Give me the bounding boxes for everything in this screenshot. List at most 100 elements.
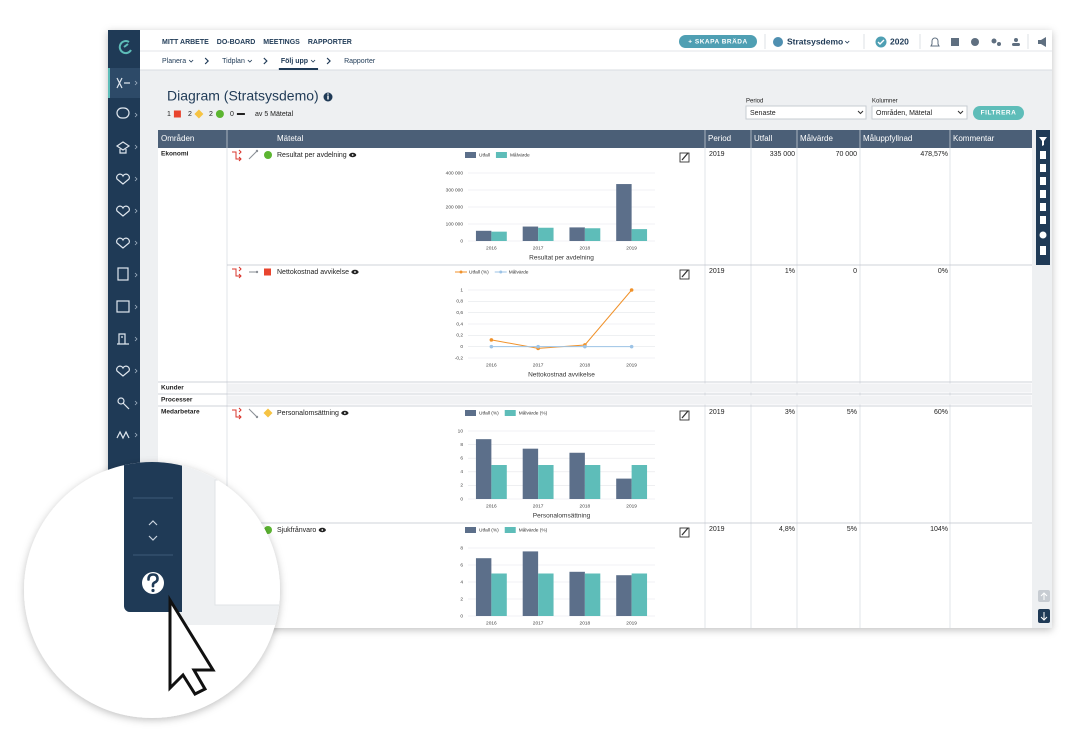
filter-value[interactable]: Senaste [750, 110, 776, 117]
year-badge[interactable] [875, 36, 887, 48]
column-header[interactable]: Period [708, 134, 731, 143]
filter-button[interactable] [973, 106, 1024, 120]
legend-label: Målvärde [509, 268, 529, 275]
year[interactable]: 2020 [890, 36, 909, 46]
y-tick-label: 0,2 [456, 333, 463, 339]
table-body [158, 148, 1032, 628]
nav-link[interactable]: RAPPORTER [308, 39, 352, 46]
nav-link[interactable]: DO-BOARD [217, 39, 256, 46]
point [536, 344, 540, 349]
maluppfyllnad: 60% [934, 409, 948, 416]
column-header[interactable]: Målvärde [800, 134, 833, 143]
bar [569, 571, 585, 616]
column-header[interactable]: Utfall [754, 134, 772, 143]
metric-name[interactable]: Personalomsättning [277, 410, 339, 417]
export-icons[interactable] [1039, 137, 1047, 255]
metric-name[interactable]: Resultat per avdelning [277, 152, 347, 159]
hierarchy-icon [232, 149, 242, 162]
utfall: 4,8% [779, 526, 795, 533]
toolbar-icons[interactable] [930, 37, 1046, 47]
y-tick-label: 0 [460, 613, 463, 619]
zoomed-chevrons[interactable] [148, 520, 158, 541]
edit-icon-pen [681, 410, 689, 419]
edit-icon[interactable] [679, 269, 690, 280]
bar [491, 465, 507, 499]
metric-name[interactable]: Sjukfrånvaro [277, 526, 316, 534]
y-tick-label: 200 000 [446, 204, 464, 210]
x-tick-label: 2016 [486, 620, 497, 626]
x-tick-label: 2019 [626, 245, 637, 251]
breadcrumb-link[interactable]: Följ upp [281, 58, 308, 65]
breadcrumb-separator [204, 57, 209, 65]
column-header[interactable]: Måluppfyllnad [863, 134, 912, 143]
bar [584, 573, 601, 616]
bar [475, 439, 492, 499]
period: 2019 [709, 409, 725, 416]
logo[interactable] [118, 40, 132, 55]
area-row [227, 395, 1032, 405]
bar [522, 551, 539, 616]
period-select[interactable] [745, 105, 867, 120]
organisation-name[interactable]: Stratsysdemo [787, 36, 843, 46]
y-tick-label: 2 [460, 483, 463, 489]
breadcrumb-link[interactable]: Planera [162, 58, 186, 65]
y-tick-label: 10 [458, 428, 464, 434]
nav-link[interactable]: MITT ARBETE [162, 39, 209, 46]
edit-icon[interactable] [679, 527, 690, 538]
columns-select[interactable] [871, 105, 968, 120]
x-tick-label: 2018 [580, 245, 591, 251]
status-dash [236, 113, 245, 115]
dropdown-caret [247, 59, 253, 63]
hierarchy-icon [232, 407, 242, 420]
bar [569, 227, 585, 241]
filter-label: Period [746, 99, 763, 105]
x-tick-label: 2019 [626, 620, 637, 626]
y-tick-label: 8 [460, 442, 463, 448]
y-tick-label: 6 [460, 455, 463, 461]
edit-icon[interactable] [679, 410, 690, 421]
breadcrumb-link[interactable]: Rapporter [344, 58, 376, 65]
trend-arrow [248, 408, 258, 418]
y-tick-label: 6 [460, 562, 463, 568]
y-tick-label: -0,2 [455, 355, 464, 361]
create-board-button[interactable] [679, 35, 757, 48]
view-icon-pupil [351, 154, 354, 156]
edit-icon[interactable] [679, 152, 690, 163]
table-header [158, 130, 1032, 148]
bar [584, 228, 601, 241]
create-board-label[interactable]: + SKAPA BRÄDA [688, 38, 747, 46]
status-diamond [263, 408, 273, 418]
area-name: Medarbetare [161, 409, 200, 416]
x-tick-label: 2017 [533, 362, 544, 368]
select-arrow [857, 110, 864, 115]
x-tick-label: 2016 [486, 362, 497, 368]
column-header[interactable]: Mätetal [277, 134, 303, 143]
edit-icon-pen [681, 269, 689, 278]
sidebar-chevrons [134, 80, 138, 438]
x-tick-label: 2018 [580, 503, 591, 509]
bar [491, 573, 507, 616]
column-header[interactable]: Områden [161, 134, 194, 143]
bar [522, 226, 539, 241]
breadcrumb-link[interactable]: Tidplan [222, 58, 245, 65]
legend-label: Målvärde (%) [519, 409, 548, 416]
bar [631, 229, 648, 241]
filter-button-label[interactable]: FILTRERA [981, 110, 1017, 117]
status-square [264, 268, 271, 276]
bar [584, 465, 601, 499]
point [489, 344, 494, 349]
filter-value[interactable]: Områden, Mätetal [876, 109, 932, 117]
trend-arrow-head [255, 415, 259, 419]
nav-link[interactable]: MEETINGS [263, 39, 300, 46]
column-header[interactable]: Kommentar [953, 134, 995, 143]
x-tick-label: 2017 [533, 503, 544, 509]
status-diamond [194, 109, 204, 119]
edit-icon-pen [681, 152, 689, 161]
sidebar-icons[interactable] [115, 77, 131, 440]
legend-dot [459, 270, 463, 274]
of-text: av 5 Mätetal [255, 111, 294, 118]
metric-name[interactable]: Nettokostnad avvikelse [277, 269, 349, 276]
chart-title: Resultat per avdelning [529, 255, 594, 262]
legend-swatch [495, 152, 507, 158]
